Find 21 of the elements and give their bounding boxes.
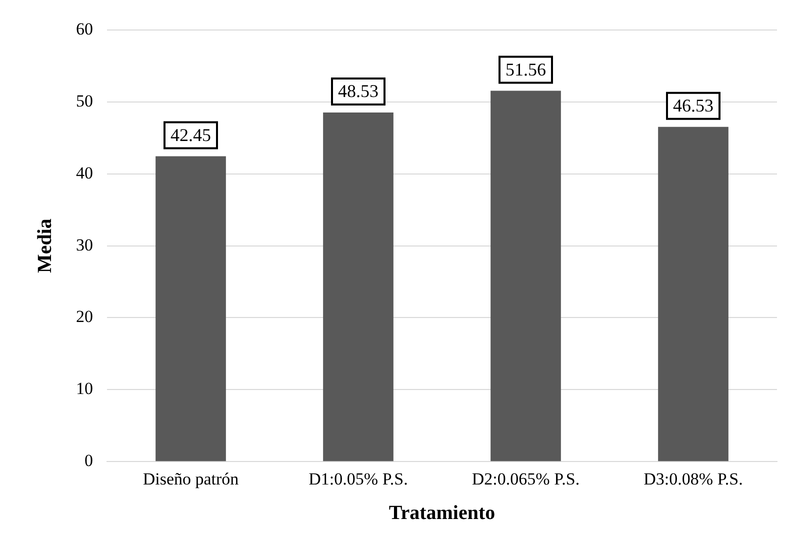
x-tick-label: D2:0.065% P.S. bbox=[472, 469, 580, 488]
y-tick-label: 30 bbox=[76, 235, 93, 254]
bar bbox=[323, 112, 394, 462]
y-tick-label: 20 bbox=[76, 307, 93, 326]
x-axis-title: Tratamiento bbox=[388, 502, 496, 524]
y-tick-label: 10 bbox=[76, 379, 93, 398]
x-tick-label: D1:0.05% P.S. bbox=[308, 469, 408, 488]
x-tick-label: Diseño patrón bbox=[142, 469, 240, 488]
y-tick-label: 60 bbox=[76, 19, 93, 38]
bar bbox=[490, 90, 561, 462]
data-label: 42.45 bbox=[170, 124, 211, 145]
y-axis-title: Media bbox=[34, 218, 56, 274]
bar bbox=[658, 126, 728, 462]
x-tick-label: D3:0.08% P.S. bbox=[644, 469, 743, 488]
bar bbox=[156, 156, 226, 462]
y-tick-label: 0 bbox=[84, 451, 93, 470]
y-tick-label: 50 bbox=[76, 91, 93, 110]
data-label: 46.53 bbox=[673, 96, 714, 116]
data-label: 51.56 bbox=[506, 59, 546, 80]
y-tick-label: 40 bbox=[76, 163, 93, 182]
data-label: 48.53 bbox=[338, 81, 378, 102]
